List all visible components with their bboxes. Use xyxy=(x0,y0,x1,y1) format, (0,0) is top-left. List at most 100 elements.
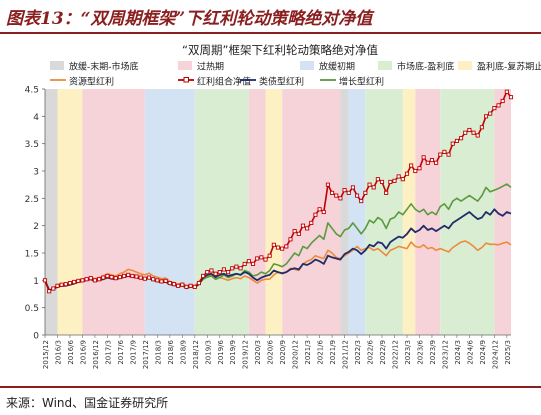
series-point xyxy=(350,185,355,190)
x-tick-label: 2022/3 xyxy=(354,340,362,365)
x-tick-label: 2017/3 xyxy=(104,340,112,365)
series-point xyxy=(51,286,56,291)
series-point xyxy=(42,278,48,283)
series-point xyxy=(226,270,231,275)
x-tick-label: 2021/3 xyxy=(304,340,312,365)
regime-band xyxy=(494,89,511,335)
regime-band xyxy=(282,89,341,335)
series-point xyxy=(180,282,185,287)
legend-label: 放缓初期 xyxy=(319,61,355,73)
series-point xyxy=(454,138,459,143)
series-point xyxy=(196,281,201,286)
series-point xyxy=(425,160,430,165)
series-point xyxy=(117,275,122,280)
x-tick-label: 2019/3 xyxy=(204,340,212,365)
series-point xyxy=(242,261,247,266)
regime-band xyxy=(340,89,349,335)
x-tick-label: 2018/6 xyxy=(167,339,175,364)
series-point xyxy=(404,171,410,176)
x-tick-label: 2017/9 xyxy=(129,340,137,365)
series-point xyxy=(417,166,422,171)
source-divider xyxy=(0,386,541,388)
series-point xyxy=(313,212,318,217)
series-point xyxy=(97,277,102,282)
legend-swatch xyxy=(300,61,314,70)
series-point xyxy=(275,245,281,250)
x-tick-label: 2021/9 xyxy=(329,340,337,365)
series-point xyxy=(230,266,235,271)
series-point xyxy=(292,229,297,234)
series-point xyxy=(284,244,289,249)
series-point xyxy=(176,283,181,288)
series-point xyxy=(201,273,206,279)
series-point xyxy=(238,266,243,271)
series-point xyxy=(367,182,372,187)
x-tick-label: 2021/6 xyxy=(317,339,325,364)
series-point xyxy=(113,276,118,281)
series-point xyxy=(375,177,380,182)
series-point xyxy=(259,255,264,260)
series-point xyxy=(492,106,497,111)
series-point xyxy=(217,270,222,275)
series-point xyxy=(134,274,139,279)
series-point xyxy=(483,114,489,119)
y-tick-label: 0.5 xyxy=(25,304,39,314)
series-point xyxy=(321,209,326,215)
series-point xyxy=(146,275,152,280)
series-point xyxy=(92,278,97,283)
series-point xyxy=(188,283,193,288)
series-point xyxy=(142,276,147,281)
series-point xyxy=(171,282,177,287)
x-tick-label: 2020/3 xyxy=(254,340,262,365)
series-point xyxy=(101,275,106,280)
series-point xyxy=(280,246,285,251)
x-tick-label: 2022/6 xyxy=(367,339,375,364)
legend-label: 类债型红利 xyxy=(259,76,304,88)
series-point xyxy=(384,190,389,195)
series-point xyxy=(130,273,135,279)
series-point xyxy=(496,103,501,108)
series-point xyxy=(442,149,447,154)
x-tick-label: 2020/9 xyxy=(279,340,287,365)
series-point xyxy=(325,182,330,187)
chart-title: “双周期”框架下红利轮动策略绝对净值 xyxy=(182,43,378,57)
series-point xyxy=(342,188,347,193)
series-point xyxy=(122,273,127,279)
series-point xyxy=(76,278,81,283)
x-tick-label: 2024/12 xyxy=(491,340,499,369)
series-point xyxy=(72,279,77,285)
series-point xyxy=(355,193,360,198)
series-point xyxy=(434,160,439,165)
series-point xyxy=(213,271,218,276)
series-point xyxy=(371,185,376,190)
x-tick-label: 2018/12 xyxy=(192,340,200,369)
series-point xyxy=(429,158,434,163)
series-point xyxy=(296,231,301,236)
legend-label: 资源型红利 xyxy=(69,76,114,88)
x-tick-label: 2022/12 xyxy=(392,340,400,369)
regime-bands xyxy=(45,89,511,335)
x-tick-label: 2019/12 xyxy=(242,340,250,369)
series-point xyxy=(109,275,114,280)
series-point xyxy=(309,220,314,225)
x-tick-label: 2019/9 xyxy=(229,340,237,365)
legend-swatch xyxy=(50,61,64,70)
legend-label: 市场底-盈利底 xyxy=(397,61,454,73)
y-tick-label: 0 xyxy=(33,332,39,342)
series-point xyxy=(438,152,443,157)
series-point xyxy=(267,253,272,258)
series-point xyxy=(463,130,468,135)
series-point xyxy=(459,136,464,141)
x-tick-label: 2019/6 xyxy=(217,339,225,364)
x-tick-label: 2017/12 xyxy=(142,340,150,369)
regime-band xyxy=(45,89,58,335)
regime-band xyxy=(402,89,416,335)
y-tick-label: 2 xyxy=(33,222,39,232)
legend-label: 过热期 xyxy=(197,61,224,73)
series-point xyxy=(392,178,397,183)
title-divider xyxy=(0,32,541,34)
x-tick-label: 2024/9 xyxy=(479,340,487,365)
series-point xyxy=(488,111,493,116)
legend-label: 放缓-末期-市场底 xyxy=(69,61,139,73)
series-point xyxy=(163,278,168,283)
